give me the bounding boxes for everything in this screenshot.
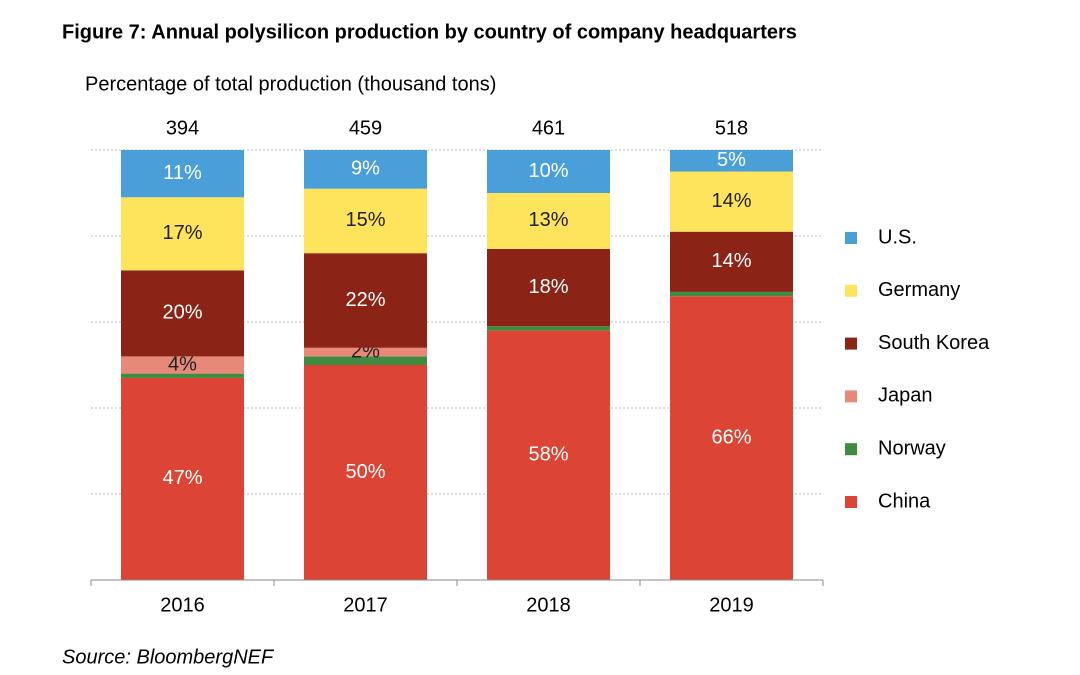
bar-segment bbox=[121, 270, 244, 357]
data-label: 17% bbox=[162, 222, 202, 244]
bar-segment bbox=[487, 150, 610, 193]
legend-label: China bbox=[878, 490, 931, 512]
data-label: 20% bbox=[162, 302, 202, 324]
data-label: 50% bbox=[345, 461, 385, 483]
data-label: 22% bbox=[345, 289, 385, 311]
legend-label: South Korea bbox=[878, 332, 990, 354]
bar-segment bbox=[304, 253, 427, 348]
bar-segment bbox=[121, 150, 244, 198]
legend-label: Norway bbox=[878, 437, 946, 459]
legend-swatch bbox=[845, 496, 857, 508]
data-label: 47% bbox=[162, 467, 202, 489]
bar-segment bbox=[304, 356, 427, 365]
bar-segment bbox=[670, 291, 793, 297]
legend-swatch bbox=[845, 443, 857, 456]
data-label: 13% bbox=[528, 209, 568, 231]
legend-swatch bbox=[845, 232, 857, 244]
data-label: 14% bbox=[711, 190, 751, 212]
total-label: 459 bbox=[349, 117, 382, 139]
x-tick-label: 2016 bbox=[160, 594, 205, 616]
bar-segment bbox=[487, 248, 610, 327]
legend-label: Japan bbox=[878, 385, 933, 407]
source: Source: BloombergNEF bbox=[62, 646, 275, 668]
data-label: 10% bbox=[528, 160, 568, 182]
total-label: 518 bbox=[715, 117, 748, 139]
bar-segment bbox=[670, 171, 793, 232]
bar-segment bbox=[304, 347, 427, 357]
bar-segment bbox=[670, 231, 793, 292]
legend-swatch bbox=[845, 337, 857, 350]
bar-segment bbox=[304, 150, 427, 189]
data-label: 4% bbox=[168, 353, 197, 375]
bar-segment bbox=[670, 296, 793, 580]
total-label: 461 bbox=[532, 117, 565, 139]
legend-label: Germany bbox=[878, 279, 960, 301]
bar-segment bbox=[121, 373, 244, 378]
chart-subtitle: Percentage of total production (thousand… bbox=[85, 73, 496, 95]
data-label: 14% bbox=[711, 250, 751, 272]
bar-segment bbox=[670, 150, 793, 172]
bar-segment bbox=[487, 330, 610, 580]
chart-title: Figure 7: Annual polysilicon production … bbox=[62, 21, 797, 43]
data-label: 58% bbox=[528, 444, 568, 466]
data-label: 9% bbox=[351, 158, 380, 180]
data-label: 15% bbox=[345, 209, 385, 231]
legend-label: U.S. bbox=[878, 226, 917, 248]
bar-segment bbox=[487, 326, 610, 331]
bar-segment bbox=[304, 365, 427, 580]
bar-segment bbox=[487, 193, 610, 249]
x-tick-label: 2018 bbox=[526, 594, 571, 616]
bar-segment bbox=[304, 188, 427, 254]
bar-segment bbox=[121, 197, 244, 271]
data-label: 5% bbox=[717, 149, 746, 171]
bar-segment bbox=[121, 377, 244, 580]
data-label: 66% bbox=[711, 426, 751, 448]
total-label: 394 bbox=[166, 117, 199, 139]
data-label: 11% bbox=[163, 162, 202, 184]
legend-swatch bbox=[845, 284, 857, 297]
x-tick-label: 2017 bbox=[343, 594, 388, 616]
data-label: 18% bbox=[528, 276, 568, 298]
x-tick-label: 2019 bbox=[709, 594, 754, 616]
bar-segment bbox=[121, 356, 244, 374]
legend-swatch bbox=[845, 390, 857, 403]
